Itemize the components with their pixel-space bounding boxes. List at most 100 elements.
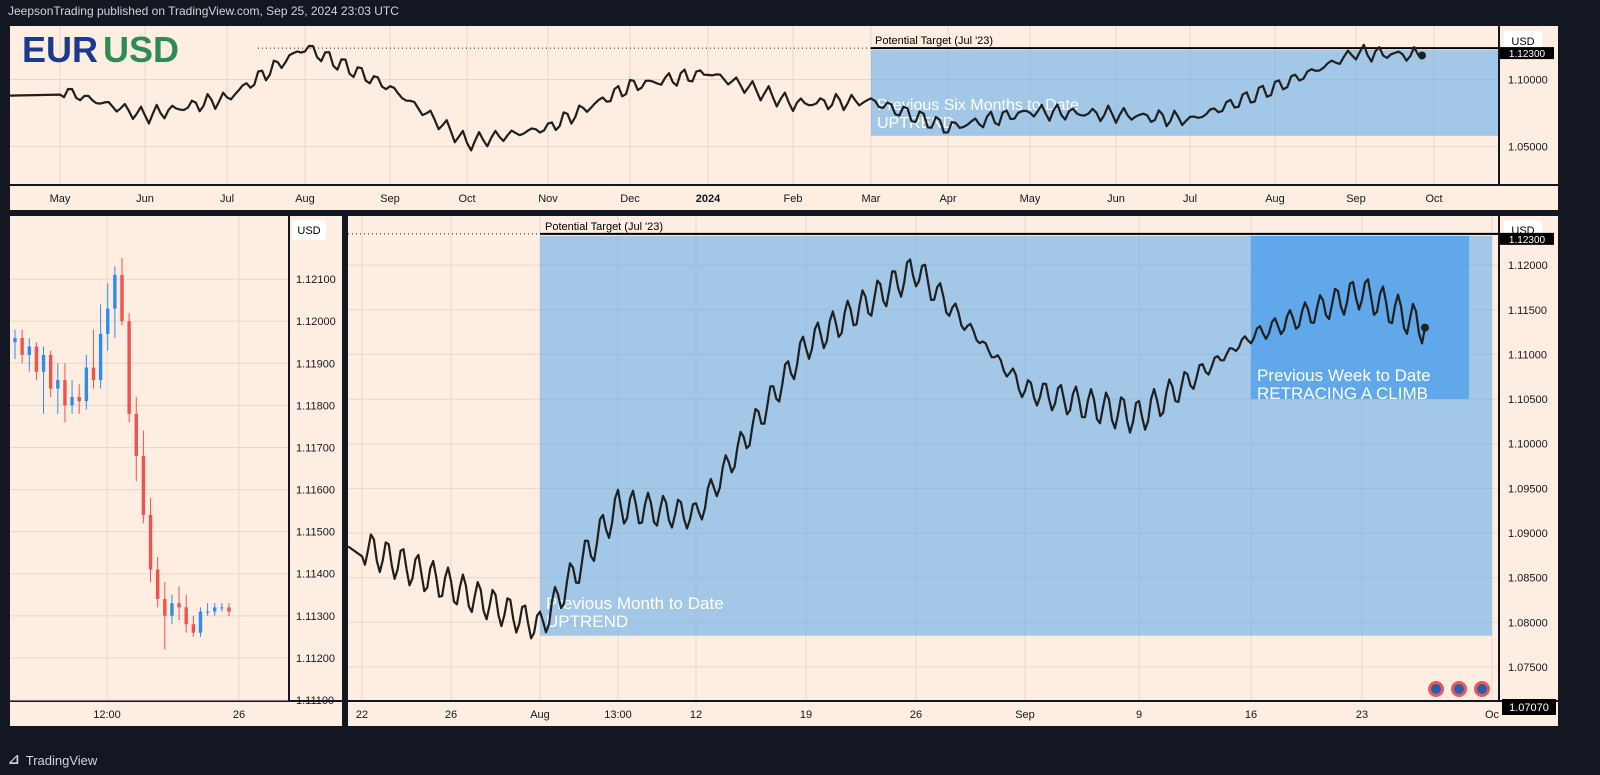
left-y-labels: 1.12100 1.12000 1.11900 1.11800 1.11700 1.116…	[296, 274, 336, 707]
candle-body	[20, 338, 24, 355]
main-price-badge-label: 1.12300	[1509, 235, 1546, 246]
top-target-label: Potential Target (Jul '23)	[875, 35, 993, 47]
footer-brand: TradingView	[25, 752, 98, 768]
y-tick-label: 1.11600	[296, 485, 335, 497]
main-time-axis[interactable]	[348, 702, 1558, 726]
main-x-labels: 22 26 Aug 13:00 12 19 26 Sep 9 16 23 Oc	[356, 709, 1500, 721]
x-tick-label: 16	[1245, 709, 1257, 721]
y-tick-label: 1.11200	[296, 653, 335, 665]
x-tick-label: Sep	[1346, 193, 1366, 205]
x-tick-label: Dec	[620, 193, 640, 205]
y-tick-label: 1.12000	[1508, 260, 1548, 272]
x-tick-label: May	[50, 193, 71, 205]
candles[interactable]	[13, 258, 231, 650]
x-tick-label: 26	[910, 709, 922, 721]
month-box-line1: Previous Month to Date	[546, 594, 724, 613]
top-price-badge	[1500, 47, 1554, 60]
y-tick-label: 1.08500	[1508, 573, 1548, 585]
x-tick-label: Aug	[530, 709, 550, 721]
top-time-axis[interactable]	[10, 186, 1558, 210]
top-y-labels: 1.10000 1.05000	[1508, 75, 1548, 154]
publish-header: JeepsonTrading published on TradingView.…	[8, 4, 399, 18]
x-tick-label: Mar	[862, 193, 881, 205]
candle-body	[148, 514, 153, 570]
y-tick-label: 1.11300	[296, 611, 335, 623]
y-tick-label: 1.11900	[296, 358, 335, 370]
week-box-line1: Previous Week to Date	[1257, 366, 1431, 385]
x-tick-label: Apr	[939, 193, 956, 205]
x-tick-label: Sep	[1015, 709, 1035, 721]
last-price-label: 1.07070	[1509, 702, 1549, 714]
main-target-label: Potential Target (Jul '23)	[545, 221, 663, 233]
y-tick-label: 1.07500	[1508, 662, 1548, 674]
left-currency-label: USD	[297, 225, 320, 237]
left-time-axis[interactable]	[10, 702, 342, 726]
x-tick-label: 9	[1136, 709, 1142, 721]
x-tick-label: 23	[1356, 709, 1368, 721]
left-plot-bg	[10, 216, 288, 700]
top-symbol-title: EUR USD	[22, 29, 179, 70]
x-tick-label: Aug	[295, 193, 315, 205]
x-tick-label: 13:00	[604, 709, 632, 721]
main-price-axis[interactable]	[1500, 216, 1558, 700]
last-price-badge	[1502, 699, 1556, 715]
candle-body	[120, 274, 124, 322]
x-tick-label: 26	[233, 709, 245, 721]
y-tick-label: 1.11100	[296, 695, 334, 707]
candle-body	[177, 603, 181, 608]
top-currency-label: USD	[1511, 36, 1534, 48]
top-currency-badge[interactable]	[1504, 31, 1542, 51]
y-tick-label: 1.11800	[296, 400, 335, 412]
candle-body	[198, 611, 203, 633]
y-tick-label: 1.05000	[1508, 142, 1548, 154]
candle-body	[91, 367, 96, 381]
left-gridlines	[10, 216, 288, 701]
tradingview-logo-icon: ⊿	[8, 752, 20, 768]
candle-body	[205, 611, 210, 613]
top-x-labels: May Jun Jul Aug Sep Oct Nov Dec 2024 Feb Mar Apr May…	[50, 193, 1443, 205]
x-tick-label: Nov	[538, 193, 558, 205]
x-tick-label: Oct	[1425, 193, 1442, 205]
main-last-point	[1421, 323, 1429, 332]
main-chart-panel[interactable]: Potential Target (Jul '23) Previous Mont…	[347, 216, 1558, 726]
y-tick-label: 1.10000	[1508, 75, 1548, 87]
candle-body	[34, 346, 39, 372]
candle-body	[184, 607, 188, 625]
top-chart-panel[interactable]: Potential Target (Jul '23) Previous Six …	[9, 26, 1558, 210]
main-price-series[interactable]	[347, 258, 1427, 640]
candle-body	[163, 598, 167, 616]
candle-body	[127, 321, 131, 414]
y-tick-label: 1.11000	[1508, 349, 1547, 361]
y-tick-label: 1.11400	[296, 569, 335, 581]
candle-body	[227, 607, 231, 612]
x-tick-label: Jun	[136, 193, 154, 205]
candle-body	[48, 354, 53, 389]
event-flag-inner	[1454, 684, 1464, 694]
event-flags[interactable]	[1428, 681, 1490, 697]
top-price-badge-label: 1.12300	[1509, 49, 1546, 60]
candle-body	[141, 455, 146, 515]
week-box-line2: RETRACING A CLIMB	[1257, 384, 1428, 403]
x-tick-label: Oct	[458, 193, 475, 205]
left-x-labels: 12:00 26	[93, 709, 245, 721]
x-tick-label: 19	[800, 709, 812, 721]
y-tick-label: 1.09000	[1508, 528, 1548, 540]
x-tick-label: Sep	[380, 193, 400, 205]
candle-body	[98, 333, 103, 381]
left-chart-panel[interactable]: 1.12100 1.12000 1.11900 1.11800 1.11700 1.116…	[10, 216, 342, 726]
candle-body	[27, 346, 31, 355]
x-tick-label: 2024	[696, 193, 721, 205]
top-price-series[interactable]	[9, 43, 1423, 152]
event-flag-inner	[1431, 684, 1441, 694]
x-tick-label: Jul	[220, 193, 234, 205]
top-last-point	[1418, 51, 1426, 60]
main-price-badge	[1500, 232, 1554, 245]
left-currency-badge[interactable]	[292, 220, 326, 240]
x-tick-label: 22	[356, 709, 368, 721]
candle-body	[106, 308, 110, 334]
six-month-box-line1: Previous Six Months to Date	[877, 97, 1079, 114]
left-price-axis[interactable]	[290, 216, 342, 700]
candle-body	[155, 569, 160, 599]
candle-body	[170, 603, 174, 616]
